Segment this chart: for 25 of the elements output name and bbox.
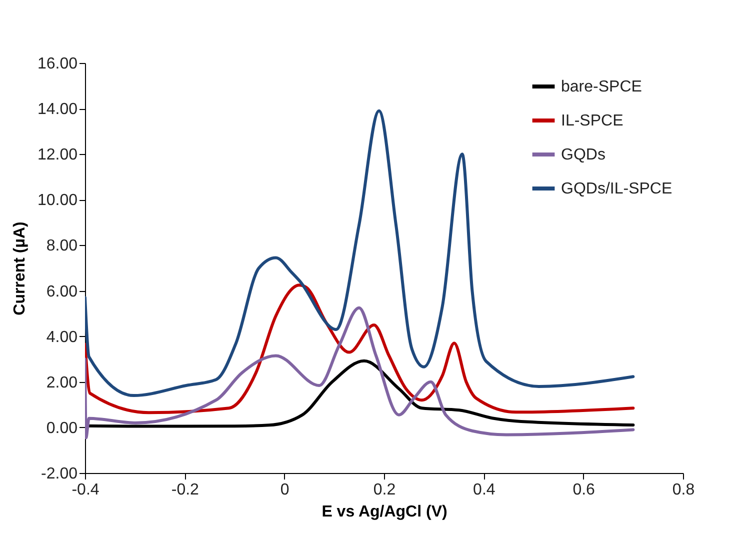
x-tick-label: 0.4 (473, 482, 496, 498)
x-axis-title: E vs Ag/AgCl (V) (322, 504, 448, 520)
line-series (85, 306, 635, 440)
y-tick-label: 6.00 (46, 283, 78, 300)
y-tick-label: 16.00 (37, 56, 78, 72)
y-tick-label: 14.00 (37, 101, 78, 118)
x-tick-label: 0.2 (373, 482, 396, 498)
y-axis-title: Current (µA) (11, 222, 28, 316)
legend-label: GQDs/IL-SPCE (561, 180, 672, 198)
legend-label: bare-SPCE (561, 78, 642, 96)
legend-label: GQDs (561, 146, 606, 164)
x-tick-label: 0 (280, 482, 290, 498)
y-tick-label: 10.00 (37, 192, 78, 210)
y-tick-label: 12.00 (37, 146, 78, 164)
y-tick-label: 0.00 (46, 420, 78, 437)
y-tick-label: 2.00 (46, 374, 78, 392)
y-tick-label: 8.00 (46, 238, 78, 255)
x-tick-label: -0.2 (171, 482, 200, 498)
x-tick-label: -0.4 (72, 482, 100, 498)
line-series (85, 284, 635, 414)
x-tick-label: 0.6 (572, 482, 596, 498)
legend-label: IL-SPCE (561, 112, 624, 130)
y-tick-label: -2.00 (41, 466, 78, 482)
x-tick-label: 0.8 (672, 482, 695, 498)
y-tick-label: 4.00 (46, 328, 78, 346)
